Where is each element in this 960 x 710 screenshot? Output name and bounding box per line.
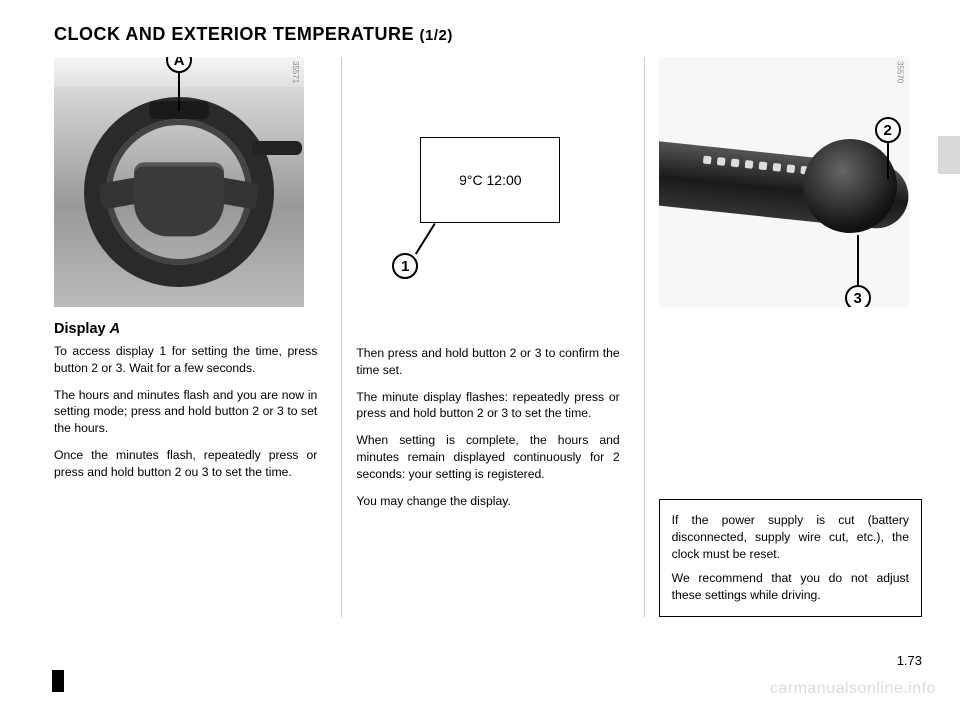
callout-1-circle: 1	[392, 253, 418, 279]
page-title: CLOCK AND EXTERIOR TEMPERATURE (1/2)	[54, 24, 928, 45]
steering-wheel	[84, 97, 274, 287]
callout-2-circle: 2	[875, 117, 901, 143]
columns: 35571 A Display A To access display 1 fo…	[54, 57, 928, 617]
note-p2: We recommend that you do not adjust thes…	[672, 570, 909, 604]
col2-para4: You may change the display.	[356, 493, 619, 510]
stalk-small	[252, 141, 302, 155]
col1-para3: Once the minutes flash, repeatedly press…	[54, 447, 317, 481]
callout-a-circle: A	[166, 57, 192, 73]
callout-a: A	[166, 57, 192, 73]
title-sub: (1/2)	[420, 27, 453, 44]
col1-para1: To access display 1 for setting the time…	[54, 343, 317, 377]
figure-steering-wheel: 35571 A	[54, 57, 304, 307]
column-3: 35570 2 3 If the power supply is cut (ba…	[644, 57, 928, 617]
callout-1-line	[415, 223, 436, 255]
callout-3: 3	[845, 285, 871, 307]
watermark: carmanualsonline.info	[770, 680, 936, 698]
col2-para1: Then press and hold button 2 or 3 to con…	[356, 345, 619, 379]
column-2: 9°C 12:00 1 Then press and hold button 2…	[341, 57, 625, 617]
page-number: 1.73	[897, 653, 922, 668]
subhead-ital: A	[110, 321, 120, 337]
footer-mark	[52, 670, 64, 692]
col2-para3: When setting is complete, the hours and …	[356, 432, 619, 482]
display-value: 9°C 12:00	[459, 172, 521, 188]
callout-2: 2	[875, 117, 901, 143]
image-ref-number: 35571	[291, 61, 300, 83]
callout-3-line	[857, 235, 859, 287]
note-box: If the power supply is cut (battery disc…	[659, 499, 922, 617]
callout-a-line	[178, 73, 180, 111]
column-1: 35571 A Display A To access display 1 fo…	[54, 57, 323, 617]
callout-2-line	[887, 143, 889, 179]
display-box: 9°C 12:00	[420, 137, 560, 223]
col2-para2: The minute display flashes: repeatedly p…	[356, 389, 619, 423]
note-p1: If the power supply is cut (battery disc…	[672, 512, 909, 562]
image-ref-number-3: 35570	[896, 61, 905, 83]
figure-stalk: 35570 2 3	[659, 57, 909, 307]
side-tab	[938, 136, 960, 174]
display-a-heading: Display A	[54, 321, 317, 337]
subhead-prefix: Display	[54, 321, 110, 337]
wheel-hub	[134, 162, 224, 236]
col1-para2: The hours and minutes flash and you are …	[54, 387, 317, 437]
callout-1: 1	[392, 253, 418, 279]
callout-3-circle: 3	[845, 285, 871, 307]
title-main: CLOCK AND EXTERIOR TEMPERATURE	[54, 24, 414, 44]
manual-page: CLOCK AND EXTERIOR TEMPERATURE (1/2) 355…	[0, 0, 960, 710]
col2-text-block: Then press and hold button 2 or 3 to con…	[356, 345, 619, 520]
